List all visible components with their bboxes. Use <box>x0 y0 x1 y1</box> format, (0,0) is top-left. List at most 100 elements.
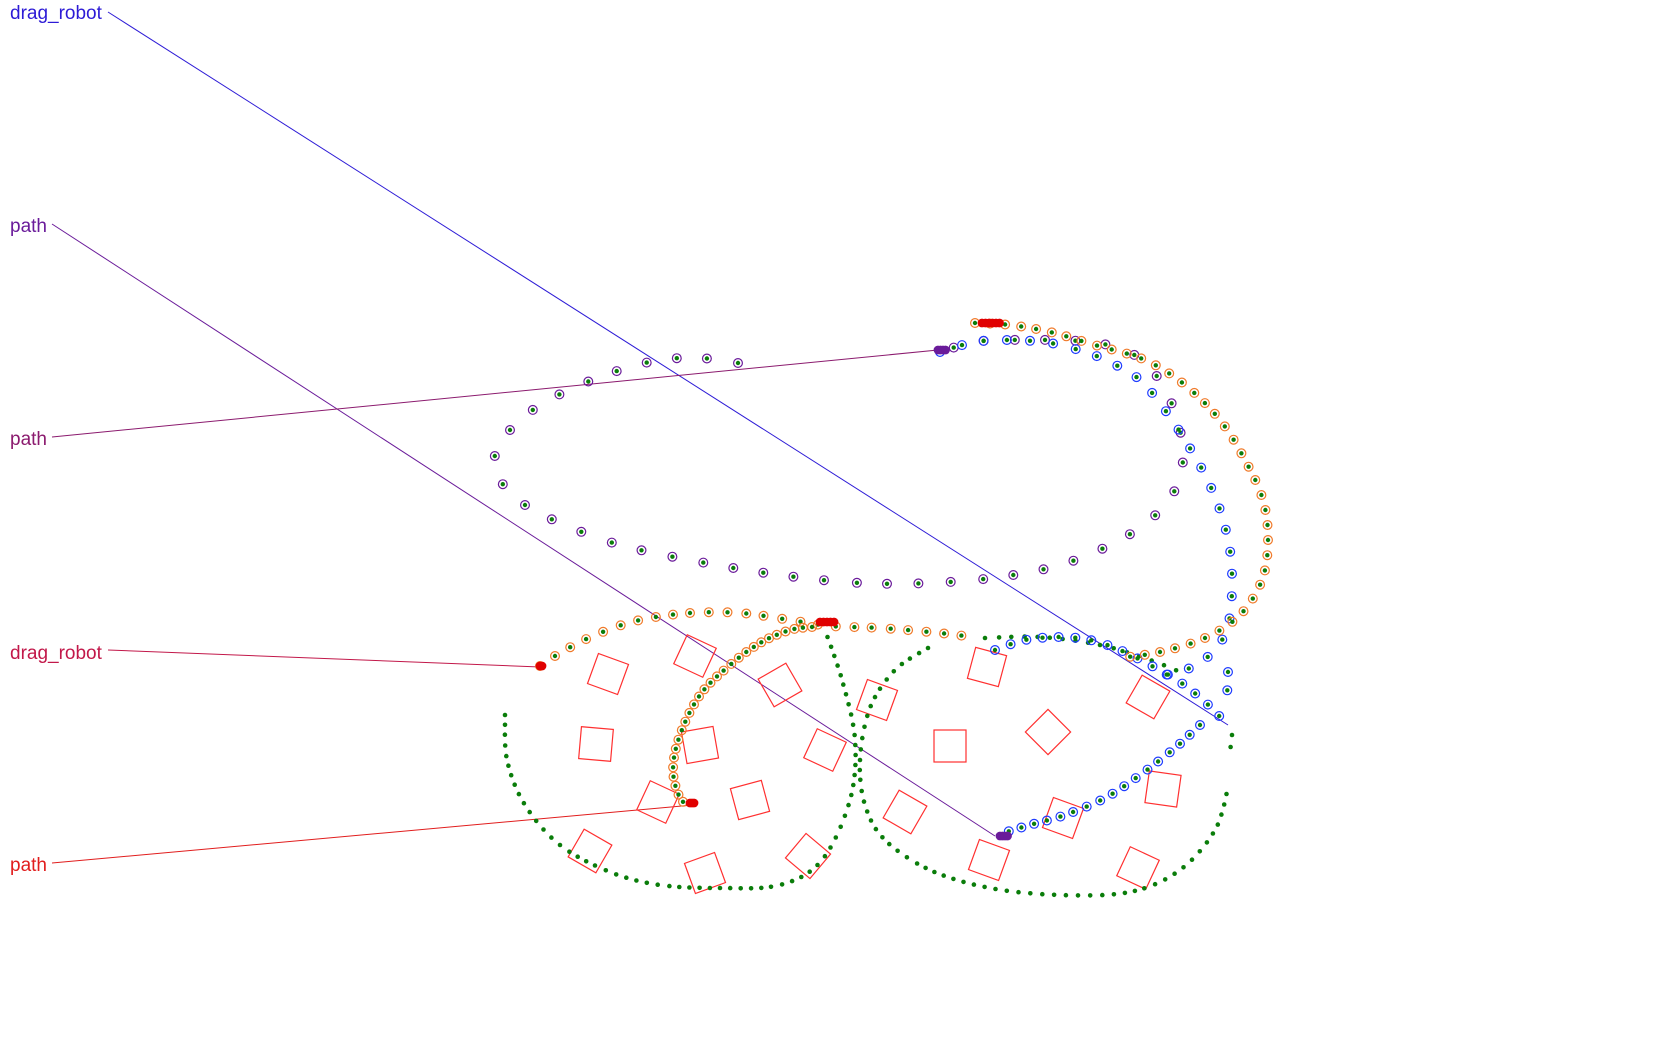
path-dot <box>800 625 806 630</box>
path-dot-ring <box>1038 564 1049 575</box>
path-dot <box>731 565 736 571</box>
path-dot-ring <box>726 658 737 669</box>
path-dot <box>696 694 702 699</box>
path-dot <box>868 818 874 823</box>
path-dot-ring <box>598 626 609 637</box>
path-dot-ring <box>1226 591 1237 602</box>
path-dot-ring <box>1169 643 1180 654</box>
path-dot-ring <box>978 335 989 346</box>
path-dot-ring <box>733 652 744 663</box>
path-dot <box>884 581 890 586</box>
path-dot-ring <box>527 404 538 415</box>
path-dot <box>1192 390 1197 396</box>
path-dot <box>981 576 986 582</box>
path-dot-ring <box>1225 546 1236 557</box>
path-dot-ring <box>849 622 860 633</box>
path-dot <box>1094 353 1100 359</box>
path-dot <box>521 800 527 806</box>
path-dot-ring <box>881 578 892 589</box>
path-dot <box>1224 791 1229 797</box>
path-dot <box>853 762 858 768</box>
path-dot <box>704 356 710 361</box>
path-endpoint-dot <box>941 345 950 355</box>
path-dot <box>586 379 591 384</box>
path-dot-ring <box>701 353 712 364</box>
path-dot <box>815 862 820 868</box>
path-dot <box>1075 893 1081 898</box>
path-dot-ring <box>1162 669 1173 680</box>
path-dot <box>1132 888 1138 894</box>
path-dot-ring <box>1227 616 1238 627</box>
path-dot <box>683 719 688 724</box>
path-dot <box>1167 371 1172 376</box>
path-dot <box>1231 437 1236 442</box>
path-dot <box>727 885 733 891</box>
path-dot <box>721 668 726 673</box>
path-dot <box>923 865 928 871</box>
path-dot <box>1229 594 1235 599</box>
path-dot <box>1142 652 1148 657</box>
path-dot <box>1229 732 1235 738</box>
path-dot-ring <box>611 366 622 377</box>
path-dot <box>1040 635 1045 640</box>
orange-path-dots <box>534 318 1273 807</box>
path-dot-ring <box>758 567 769 578</box>
obstacles <box>567 633 1182 895</box>
callout-labels: drag_robot path path drag_robot path <box>10 3 103 876</box>
path-dot <box>1134 374 1139 380</box>
path-dot <box>1042 337 1048 343</box>
path-dot <box>1087 893 1093 898</box>
path-dot-ring <box>1250 475 1261 486</box>
path-dot-ring <box>1125 651 1136 662</box>
path-dot-ring <box>1164 368 1175 379</box>
path-dot-ring <box>636 545 647 556</box>
path-dot <box>634 878 639 883</box>
path-dot <box>1193 691 1198 696</box>
path-dot-ring <box>688 699 699 710</box>
path-dot-ring <box>1262 550 1273 561</box>
path-dot <box>798 619 803 624</box>
path-dot-ring <box>1008 569 1019 580</box>
path-dot <box>1098 798 1103 803</box>
path-dot-ring <box>1177 678 1188 689</box>
path-dot <box>768 884 774 890</box>
path-dot-ring <box>1097 543 1108 554</box>
path-dot <box>1142 886 1147 891</box>
path-dot <box>600 629 606 634</box>
path-dot <box>959 342 965 348</box>
path-dot <box>828 845 833 850</box>
path-dot-ring <box>684 607 695 618</box>
path-dot <box>843 692 849 697</box>
path-dot <box>1220 637 1225 642</box>
path-dot-ring <box>680 716 691 727</box>
path-dot <box>791 574 796 579</box>
path-dot <box>799 874 804 880</box>
path-dot-ring <box>1199 632 1210 643</box>
path-dot <box>774 632 779 637</box>
path-dot <box>907 656 913 661</box>
path-dot-ring <box>581 634 592 645</box>
path-dot <box>961 879 966 885</box>
path-dot <box>1210 831 1216 836</box>
path-dot <box>1041 567 1046 572</box>
path-dot <box>1073 635 1078 640</box>
path-dot <box>905 627 911 633</box>
path-dot-ring <box>1001 335 1012 346</box>
path-dot-ring <box>1153 756 1164 767</box>
path-dot <box>851 782 856 788</box>
path-dot-ring <box>1255 579 1266 590</box>
path-dot <box>1177 741 1183 746</box>
path-dot <box>1265 553 1270 558</box>
path-dot <box>1241 609 1246 614</box>
path-dot <box>1172 646 1178 651</box>
path-dot <box>1008 642 1013 647</box>
path-dot <box>1187 446 1193 451</box>
path-dot <box>1167 750 1172 755</box>
path-dot-ring <box>1130 773 1141 784</box>
path-dot <box>502 743 508 748</box>
path-dot <box>1122 784 1127 789</box>
path-dot <box>725 610 730 615</box>
path-dot-ring <box>1243 461 1254 472</box>
path-dot-ring <box>1260 505 1271 516</box>
path-dot <box>1169 401 1174 406</box>
